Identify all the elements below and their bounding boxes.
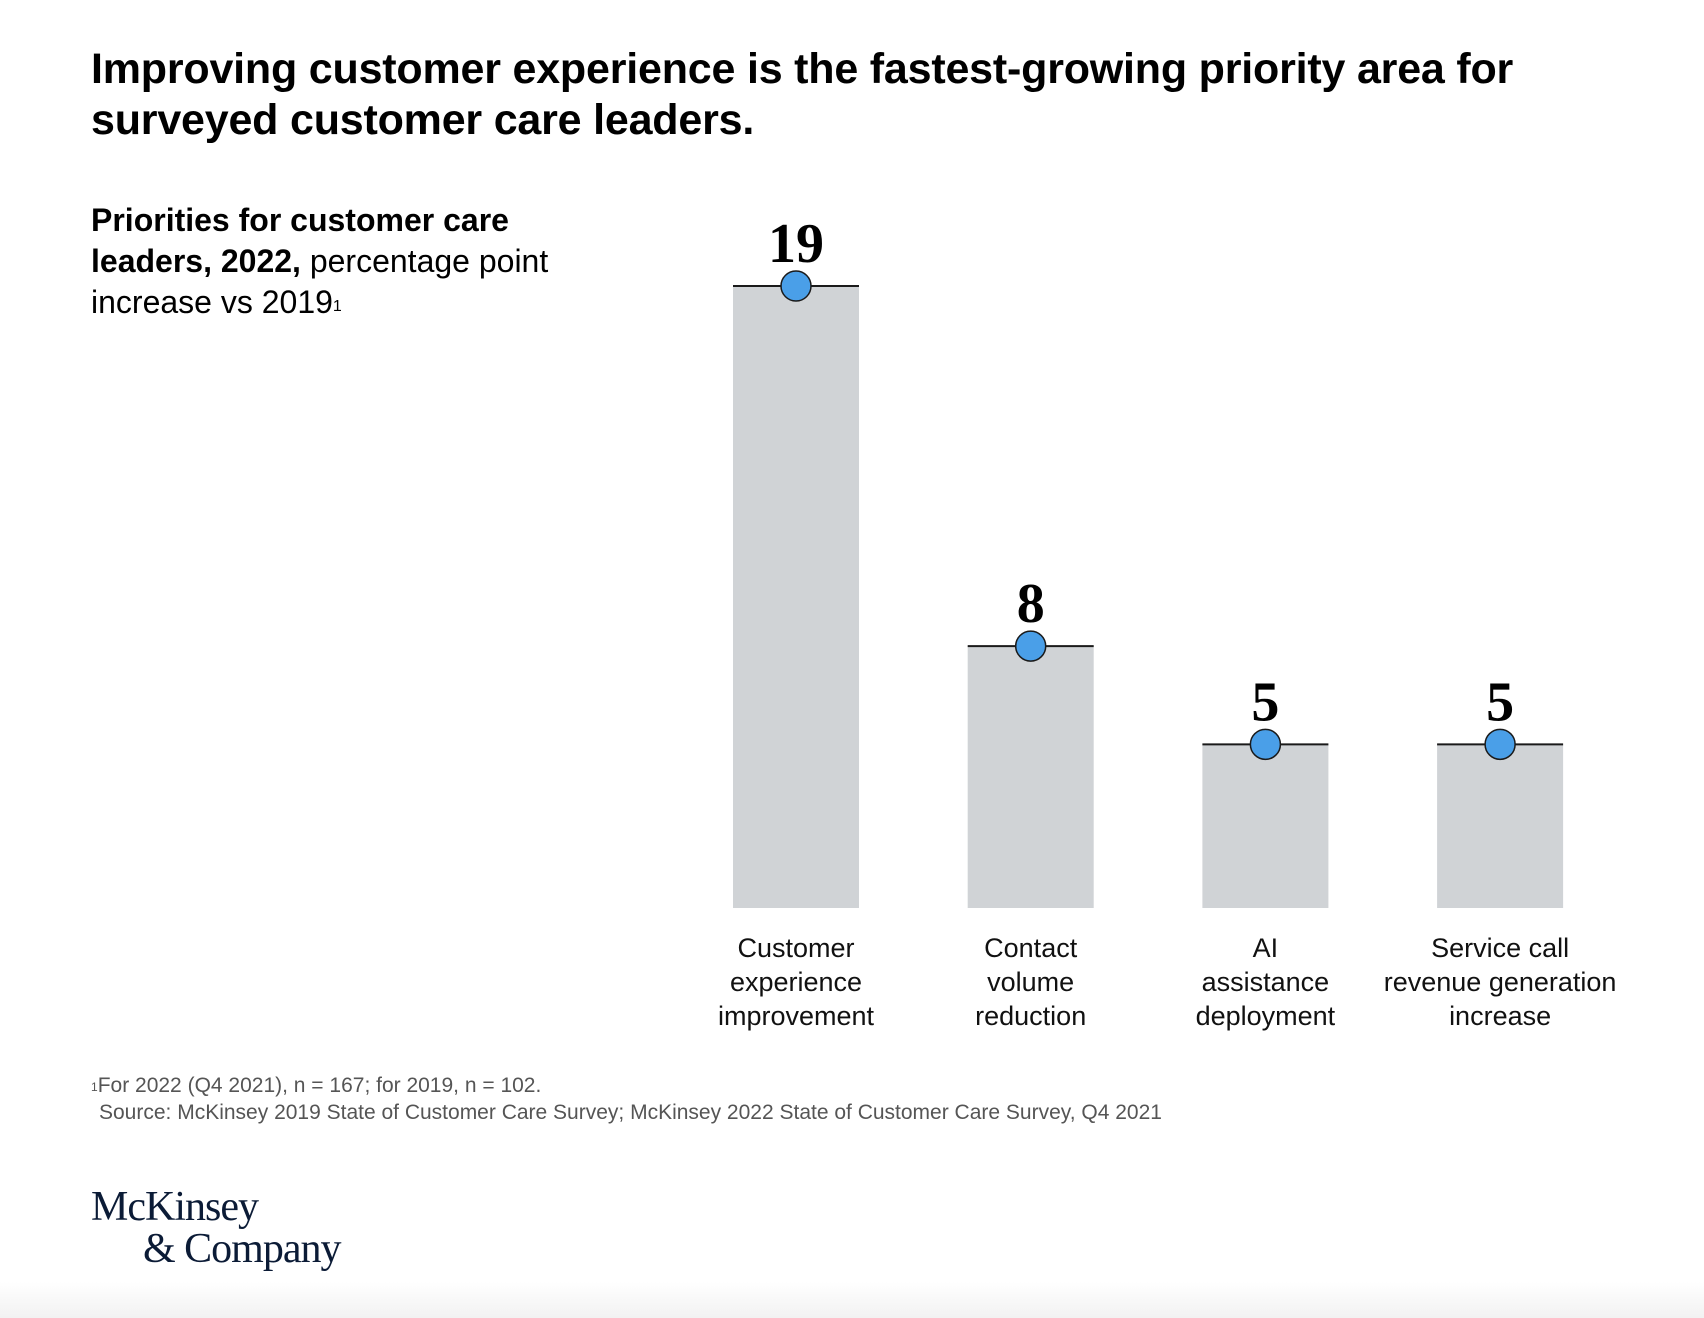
category-label: Contact volume reduction	[896, 931, 1166, 1033]
category-label: AI assistance deployment	[1130, 931, 1400, 1033]
footnote-text: For 2022 (Q4 2021), n = 167; for 2019, n…	[97, 1074, 542, 1097]
subtitle-bold: Priorities for customer care leaders, 20…	[91, 202, 509, 279]
bar-chart: 19 8 5 5	[733, 213, 1564, 908]
category-label: Customer experience improvement	[661, 931, 931, 1033]
category-label-line: volume	[987, 967, 1075, 997]
category-label-line: Customer	[737, 933, 855, 963]
bar	[733, 286, 859, 908]
data-label: 8	[1017, 573, 1045, 635]
category-label-line: increase	[1449, 1001, 1552, 1031]
category-label-line: experience	[729, 967, 863, 997]
subtitle-footnote-marker: 1	[332, 298, 342, 315]
bottom-shade	[0, 1282, 1704, 1318]
category-label-line: Contact	[984, 933, 1078, 963]
logo-line-1: McKinsey	[91, 1184, 259, 1230]
category-label: Service call revenue generation increase	[1365, 931, 1635, 1033]
logo-line-2: & Company	[143, 1226, 341, 1272]
data-label: 5	[1251, 671, 1279, 733]
value-marker	[780, 270, 812, 302]
bar	[1202, 744, 1329, 908]
value-marker	[1484, 728, 1516, 761]
chart-headline: Improving customer experience is the fas…	[91, 45, 1514, 144]
data-label: 19	[768, 213, 824, 275]
category-label-line: assistance	[1201, 967, 1330, 997]
subtitle-regular: percentage point increase vs 2019	[91, 243, 549, 320]
data-label: 5	[1486, 671, 1514, 733]
footnote: 1For 2022 (Q4 2021), n = 167; for 2019, …	[91, 1072, 541, 1099]
category-label-line: Service call	[1431, 933, 1570, 963]
category-label-line: revenue generation	[1383, 967, 1617, 997]
value-marker	[1014, 630, 1047, 662]
category-label-line: AI	[1252, 933, 1279, 963]
bar	[967, 646, 1094, 908]
value-marker	[1249, 728, 1282, 761]
category-label-line: reduction	[975, 1001, 1087, 1031]
chart-subtitle: Priorities for customer care leaders, 20…	[91, 200, 561, 323]
bar	[1437, 744, 1564, 908]
mckinsey-logo: McKinsey & Company	[91, 1186, 341, 1270]
category-label-line: improvement	[717, 1001, 875, 1031]
category-label-line: deployment	[1195, 1001, 1336, 1031]
source-note: Source: McKinsey 2019 State of Customer …	[99, 1101, 1162, 1124]
footnote-marker: 1	[91, 1080, 98, 1094]
